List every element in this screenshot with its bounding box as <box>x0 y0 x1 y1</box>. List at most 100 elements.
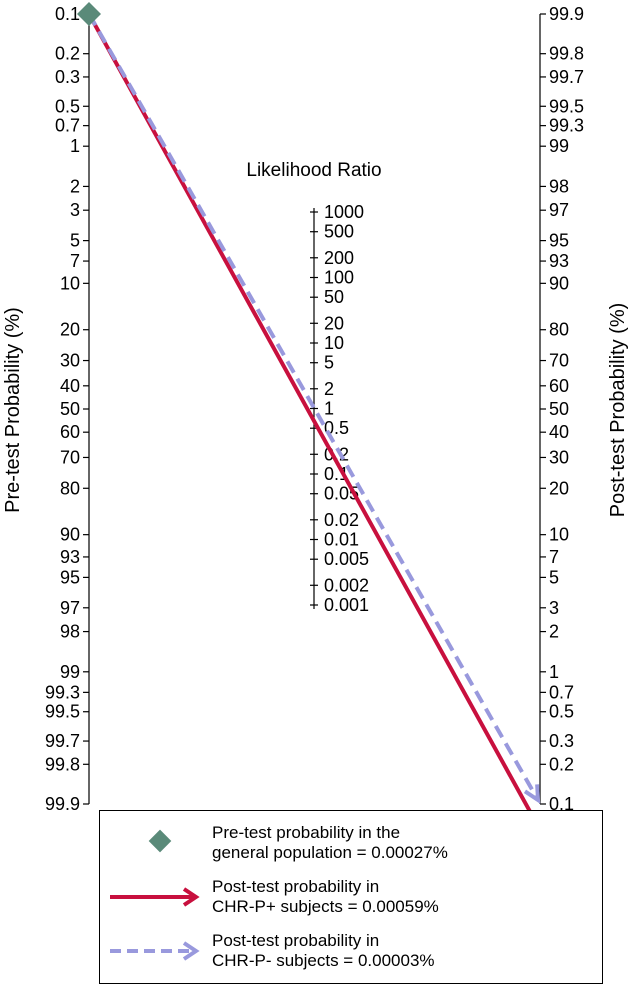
legend-diamond <box>148 829 172 853</box>
posttest-tick-label: 99.9 <box>549 4 584 24</box>
legend-solid-head <box>182 887 200 907</box>
dashed-arrow-icon <box>110 941 200 961</box>
posttest-tick-label: 50 <box>549 399 569 419</box>
lr-tick-label: 0.005 <box>324 549 369 569</box>
legend-item-positive: Post-test probability in CHR-P+ subjects… <box>100 871 602 923</box>
lr-tick-label: 0.001 <box>324 595 369 615</box>
diamond-marker-icon <box>148 829 172 853</box>
legend-label-negative-2: CHR-P- subjects = 0.00003% <box>212 951 435 970</box>
lr-tick-label: 200 <box>324 248 354 268</box>
posttest-tick-label: 7 <box>549 547 559 567</box>
posttest-tick-label: 5 <box>549 567 559 587</box>
legend-label-positive-2: CHR-P+ subjects = 0.00059% <box>212 897 439 916</box>
posttest-tick-label: 40 <box>549 422 569 442</box>
posttest-tick-label: 0.5 <box>549 702 574 722</box>
pretest-tick-label: 80 <box>60 478 80 498</box>
lr-tick-label: 100 <box>324 268 354 288</box>
pretest-tick-label: 0.2 <box>55 44 80 64</box>
pretest-tick-label: 99.9 <box>45 794 80 810</box>
pretest-tick-label: 60 <box>60 422 80 442</box>
posttest-tick-label: 98 <box>549 176 569 196</box>
pretest-tick-label: 5 <box>70 231 80 251</box>
lr-tick-label: 10 <box>324 333 344 353</box>
chr-p-negative-arrowhead <box>523 784 541 804</box>
legend-label-pretest-1: Pre-test probability in the <box>212 823 401 842</box>
pretest-tick-label: 30 <box>60 351 80 371</box>
posttest-tick-label: 70 <box>549 351 569 371</box>
lr-tick-label: 500 <box>324 222 354 242</box>
posttest-tick-label: 99 <box>549 136 569 156</box>
legend-item-negative: Post-test probability in CHR-P- subjects… <box>100 925 602 977</box>
lr-tick-label: 0.02 <box>324 510 359 530</box>
posttest-tick-label: 60 <box>549 376 569 396</box>
pretest-tick-label: 2 <box>70 176 80 196</box>
left-axis-title: Pre-test Probability (%) <box>2 307 24 513</box>
chr-p-positive-line <box>87 13 532 810</box>
lr-tick-label: 5 <box>324 353 334 373</box>
lr-tick-label: 20 <box>324 313 344 333</box>
pretest-tick-label: 93 <box>60 547 80 567</box>
pretest-tick-label: 3 <box>70 200 80 220</box>
posttest-tick-label: 1 <box>549 662 559 682</box>
pretest-tick-label: 95 <box>60 567 80 587</box>
posttest-tick-label: 0.3 <box>549 731 574 751</box>
lr-tick-label: 1000 <box>324 202 364 222</box>
posttest-tick-label: 99.3 <box>549 116 584 136</box>
posttest-tick-label: 93 <box>549 251 569 271</box>
posttest-tick-label: 0.1 <box>549 794 574 810</box>
pretest-diamond-marker <box>77 2 101 26</box>
posttest-tick-label: 0.2 <box>549 754 574 774</box>
chr-p-negative-line <box>87 13 540 801</box>
pretest-tick-label: 99.8 <box>45 754 80 774</box>
posttest-tick-label: 99.8 <box>549 44 584 64</box>
pretest-tick-label: 99.3 <box>45 682 80 702</box>
pretest-tick-label: 1 <box>70 136 80 156</box>
pretest-tick-label: 40 <box>60 376 80 396</box>
posttest-tick-label: 10 <box>549 525 569 545</box>
pretest-tick-label: 90 <box>60 525 80 545</box>
posttest-tick-label: 97 <box>549 200 569 220</box>
posttest-tick-label: 30 <box>549 447 569 467</box>
posttest-tick-label: 99.5 <box>549 96 584 116</box>
lr-tick-label: 0.002 <box>324 575 369 595</box>
pretest-tick-label: 7 <box>70 251 80 271</box>
right-axis-title: Post-test Probability (%) <box>607 303 629 518</box>
posttest-tick-label: 20 <box>549 478 569 498</box>
fagan-nomogram: 0.10.20.30.50.71235710203040506070809093… <box>2 2 629 810</box>
posttest-tick-label: 99.7 <box>549 67 584 87</box>
legend-label-pretest-2: general population = 0.00027% <box>212 843 448 862</box>
legend: Pre-test probability in the general popu… <box>99 810 603 984</box>
solid-arrow-icon <box>110 887 200 907</box>
lr-tick-label: 1 <box>324 399 334 419</box>
pretest-tick-label: 97 <box>60 598 80 618</box>
lr-tick-label: 0.01 <box>324 530 359 550</box>
pretest-tick-label: 99.5 <box>45 702 80 722</box>
middle-axis-title: Likelihood Ratio <box>246 160 381 181</box>
pretest-tick-label: 0.5 <box>55 96 80 116</box>
pretest-tick-label: 0.7 <box>55 116 80 136</box>
posttest-tick-label: 90 <box>549 273 569 293</box>
posttest-tick-label: 95 <box>549 231 569 251</box>
legend-label-negative-1: Post-test probability in <box>212 931 380 950</box>
posttest-tick-label: 2 <box>549 622 559 642</box>
lr-tick-label: 50 <box>324 287 344 307</box>
pretest-tick-label: 0.3 <box>55 67 80 87</box>
pretest-tick-label: 20 <box>60 320 80 340</box>
legend-label-positive-1: Post-test probability in <box>212 877 380 896</box>
posttest-tick-label: 3 <box>549 598 559 618</box>
pretest-tick-label: 50 <box>60 399 80 419</box>
pretest-tick-label: 70 <box>60 447 80 467</box>
pretest-tick-label: 0.1 <box>55 4 80 24</box>
legend-dashed-head <box>182 941 200 961</box>
pretest-tick-label: 10 <box>60 273 80 293</box>
posttest-axis: 99.999.899.799.599.399989795939080706050… <box>539 4 584 810</box>
posttest-tick-label: 80 <box>549 320 569 340</box>
lr-tick-label: 2 <box>324 379 334 399</box>
pretest-tick-label: 99.7 <box>45 731 80 751</box>
probability-lines <box>77 2 541 810</box>
likelihood-ratio-axis: 10005002001005020105210.50.20.10.050.020… <box>310 202 369 615</box>
pretest-tick-label: 98 <box>60 622 80 642</box>
legend-item-pretest: Pre-test probability in the general popu… <box>100 819 602 871</box>
posttest-tick-label: 0.7 <box>549 682 574 702</box>
